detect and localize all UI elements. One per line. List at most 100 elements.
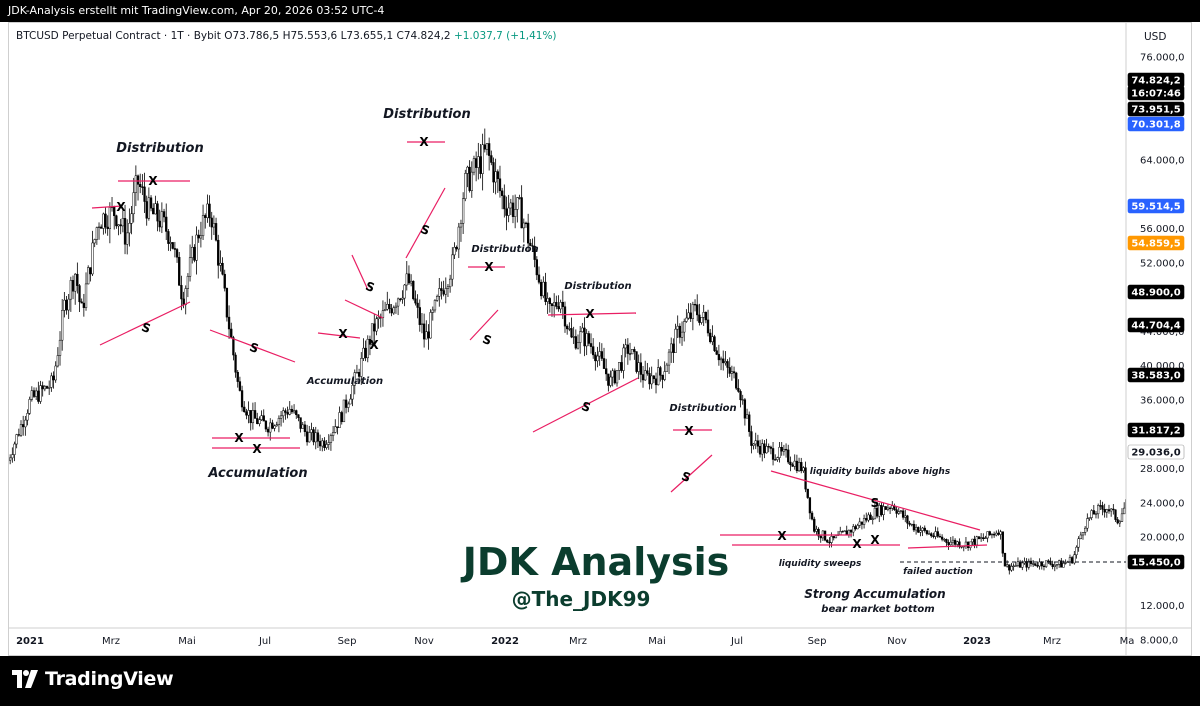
candle-body [542,281,545,297]
candle-body [674,328,677,353]
candle-body [917,527,920,533]
candle-body [195,234,198,261]
candle-body [427,331,430,339]
candle-body [748,414,751,432]
price-tick-label: 40.000,0 [1140,361,1185,372]
candle-body [295,410,298,416]
candle-body [596,355,599,362]
time-tick-label: 2021 [16,636,44,647]
candle-body [520,197,523,229]
candle-body [104,213,107,228]
candle-body [76,273,79,286]
candle-body [438,288,441,297]
candle-body [477,156,480,168]
candle-body [433,300,437,311]
candle-body [386,304,389,310]
candle-body [28,399,31,414]
candle-body [618,362,621,371]
candle-body [498,178,502,192]
candle-body [1047,560,1050,562]
candle-body [932,535,935,537]
zone-label: liquidity sweeps [779,559,862,569]
candle-body [1055,564,1059,566]
candle-body [511,202,515,217]
time-tick-label: Mai [178,636,196,647]
candle-body [212,223,216,228]
candle-body [357,372,361,377]
candle-body [956,541,959,545]
candle-body [605,368,608,375]
currency-label[interactable]: USD [1144,31,1167,43]
candle-body [152,207,155,215]
chart-frame[interactable] [8,22,1192,656]
candle-body [631,349,634,355]
candle-body [555,302,558,307]
candle-body [719,358,723,361]
candle-body [52,375,55,381]
candle-body [583,327,586,347]
candle-body [132,192,135,215]
tradingview-logo[interactable]: TradingView [12,668,174,690]
annotation-line [770,470,981,531]
candle-body [288,408,291,415]
candle-body [756,440,760,447]
legend-change: +1.037,7 (+1,41%) [453,30,557,42]
candle-body [136,175,140,185]
candle-body [392,307,395,314]
candle-body [919,530,922,533]
candle-body [349,398,352,405]
time-tick-label: Mrz [1043,636,1061,647]
candle-body [858,521,861,526]
price-badge-label: 73.951,5 [1131,105,1180,116]
candle-body [1090,510,1093,518]
candle-body [17,434,20,436]
candle-body [927,533,931,535]
marker-x: X [585,307,595,321]
candle-body [158,220,161,228]
candle-body [353,372,356,386]
candle-body [405,273,408,286]
candle-body [795,460,799,472]
candle-body [258,419,261,424]
price-badge-label: 48.900,0 [1131,288,1180,299]
candle-body [1027,560,1030,568]
candle-body [938,536,942,538]
price-badge-label: 59.514,5 [1131,202,1180,213]
candle-body [925,530,929,535]
candle-body [778,447,781,458]
price-tick-label: 20.000,0 [1140,533,1185,544]
candle-body [188,257,192,277]
candle-body [988,531,991,536]
marker-s: S [481,332,494,348]
candle-body [891,505,894,509]
price-tick-label: 8.000,0 [1140,636,1178,647]
candle-body [457,226,460,250]
candle-body [899,510,903,512]
candle-body [273,425,276,429]
price-badge [1127,198,1185,214]
candle-body [639,362,643,375]
candle-body [338,412,341,428]
candle-body [269,422,272,433]
candle-body [602,358,606,369]
candle-body [256,418,259,424]
candle-body [54,365,57,381]
candle-body [1023,561,1026,564]
marker-x: X [338,327,348,341]
symbol-legend[interactable]: BTCUSD Perpetual Contract · 1T · Bybit O… [16,30,557,42]
candle-body [115,215,118,227]
candle-body [589,343,593,347]
candle-body [446,286,450,289]
candle-body [644,370,647,381]
candle-body [1088,517,1091,519]
candle-body [191,246,194,258]
candle-body [483,144,486,150]
candle-body [271,422,274,429]
candle-body [904,515,907,518]
candle-body [1120,513,1124,522]
candle-body [752,443,755,446]
candle-body [906,515,909,524]
candle-body [646,370,649,374]
candle-body [990,533,994,536]
